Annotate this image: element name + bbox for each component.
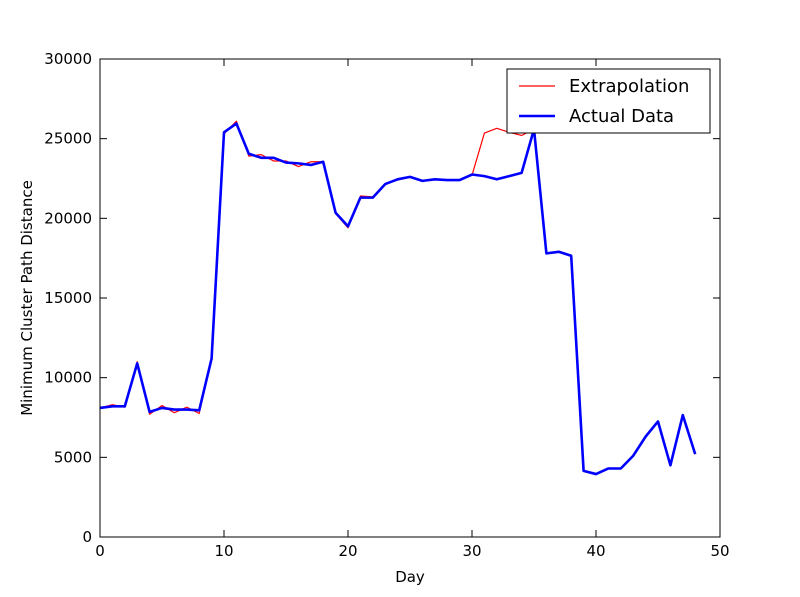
x-axis-label: Day	[395, 568, 425, 586]
y-tick-label: 30000	[44, 50, 92, 68]
axis-ticks	[99, 58, 721, 538]
series-lines	[99, 120, 697, 476]
y-axis-label: Minimum Cluster Path Distance	[18, 180, 36, 416]
legend-label-extrapolation: Extrapolation	[569, 76, 689, 97]
x-tick-label: 20	[338, 542, 357, 560]
y-tick-label: 10000	[44, 369, 92, 387]
x-tick-label: 40	[586, 542, 605, 560]
y-tick-label: 20000	[44, 209, 92, 227]
y-tick-label: 5000	[54, 448, 92, 466]
legend: Extrapolation Actual Data	[506, 68, 711, 134]
y-tick-label: 15000	[44, 289, 92, 307]
legend-box	[506, 68, 711, 134]
x-tick-label: 50	[710, 542, 729, 560]
x-tick-label: 0	[95, 542, 105, 560]
x-tick-label: 10	[214, 542, 233, 560]
legend-label-actual-data: Actual Data	[569, 106, 674, 127]
y-tick-label: 25000	[44, 130, 92, 148]
axis-tick-labels: 0 10 20 30 40 50 0 5000 10000 15000 20000 25000 3000…	[44, 50, 729, 560]
x-tick-label: 30	[462, 542, 481, 560]
y-tick-label: 0	[82, 528, 92, 546]
series-line-actual-data	[99, 122, 697, 476]
